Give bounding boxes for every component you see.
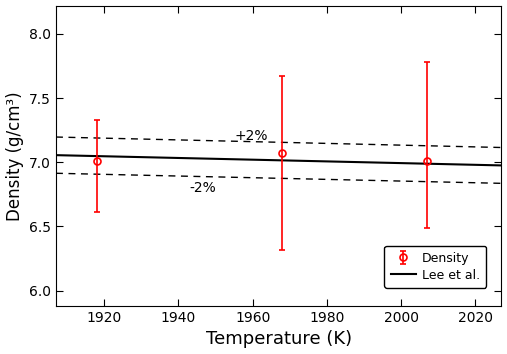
Text: +2%: +2% [234, 129, 268, 143]
X-axis label: Temperature (K): Temperature (K) [206, 330, 352, 348]
Y-axis label: Density (g/cm³): Density (g/cm³) [6, 91, 23, 221]
Legend: Density, Lee et al.: Density, Lee et al. [384, 246, 486, 288]
Text: -2%: -2% [190, 181, 216, 195]
